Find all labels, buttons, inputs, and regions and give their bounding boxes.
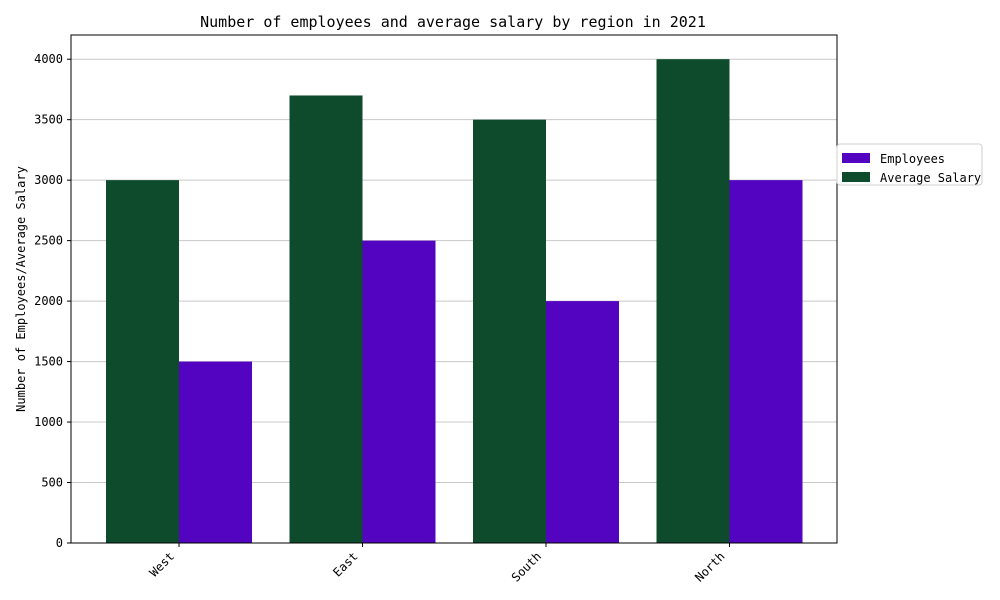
y-tick-label: 1000	[34, 415, 63, 429]
y-tick-label: 2000	[34, 294, 63, 308]
bar-average-salary-east	[289, 95, 363, 543]
legend-label-average-salary[interactable]: Average Salary	[880, 171, 981, 185]
bar-employees-south	[546, 301, 619, 543]
y-axis-label: Number of Employees/Average Salary	[14, 166, 28, 412]
y-tick-label: 3000	[34, 173, 63, 187]
chart-title: Number of employees and average salary b…	[200, 13, 706, 31]
x-axis-ticks: West East South North	[147, 543, 730, 585]
y-tick-label: 0	[56, 536, 63, 550]
bar-employees-north	[729, 180, 803, 543]
x-tick-label-west: West	[147, 549, 177, 579]
bar-average-salary-north	[656, 59, 730, 543]
x-tick-label-south: South	[509, 549, 544, 584]
plot-frame	[70, 34, 838, 544]
x-tick-label-east: East	[330, 549, 360, 579]
y-tick-label: 2500	[34, 234, 63, 248]
bar-average-salary-south	[473, 119, 546, 544]
legend-swatch-employees[interactable]	[842, 153, 870, 163]
legend[interactable]: Employees Average Salary	[836, 143, 983, 186]
bar-average-salary-west	[106, 180, 179, 543]
y-tick-label: 3500	[34, 113, 63, 127]
x-tick-label-north: North	[692, 549, 727, 584]
legend-swatch-average-salary[interactable]	[842, 172, 870, 182]
bars-group	[106, 59, 803, 544]
y-axis-ticks: 0 500 1000 1500 2000 2500 3000 3500 4000	[34, 52, 71, 550]
legend-label-employees[interactable]: Employees	[880, 152, 945, 166]
bar-employees-east	[362, 240, 436, 543]
y-tick-label: 500	[41, 476, 63, 490]
legend-box	[836, 143, 983, 186]
bar-employees-west	[179, 361, 252, 543]
y-tick-label: 4000	[34, 52, 63, 66]
y-tick-label: 1500	[34, 355, 63, 369]
